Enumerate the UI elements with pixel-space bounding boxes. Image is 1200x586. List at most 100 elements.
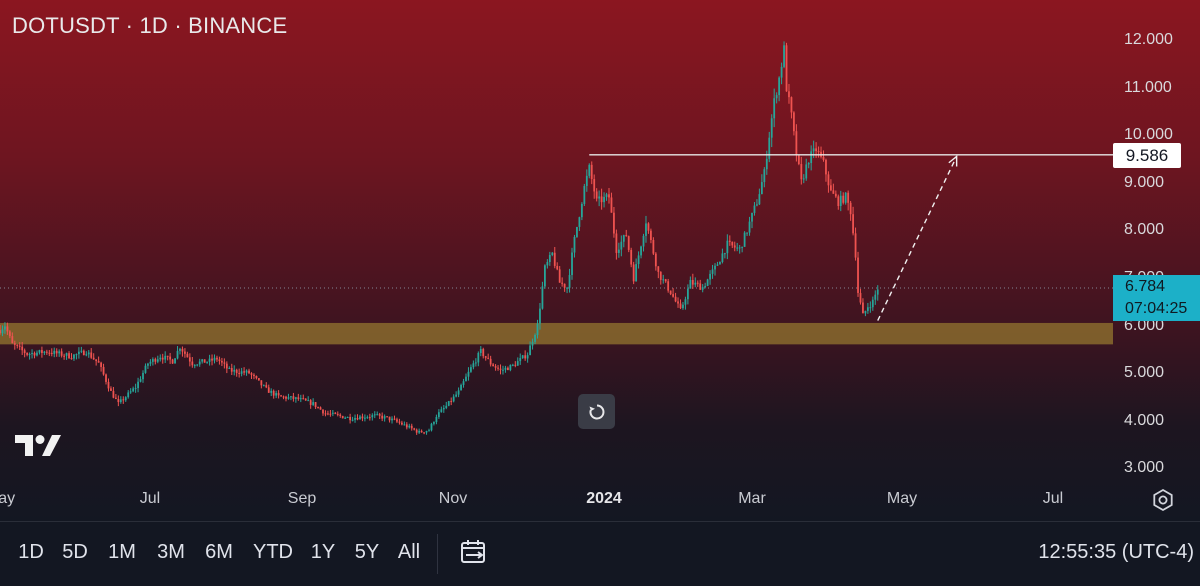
candle-body bbox=[331, 412, 334, 414]
clock-timezone[interactable]: 12:55:35 (UTC-4) bbox=[1038, 541, 1194, 563]
candle-body bbox=[462, 381, 465, 385]
candle-body bbox=[768, 137, 771, 159]
candle-body bbox=[336, 413, 339, 415]
y-tick-label: 10.000 bbox=[1124, 126, 1173, 143]
candle-body bbox=[765, 158, 768, 170]
candle-body bbox=[179, 348, 181, 351]
candle-body bbox=[731, 241, 734, 246]
candle-body bbox=[613, 212, 615, 234]
go-to-date-button[interactable] bbox=[458, 536, 490, 573]
range-1y-button[interactable]: 1Y bbox=[310, 541, 336, 563]
range-1d-button[interactable]: 1D bbox=[18, 541, 44, 563]
candle-body bbox=[869, 307, 872, 309]
candle-body bbox=[842, 195, 845, 203]
range-3m-button[interactable]: 3M bbox=[157, 541, 185, 563]
candle-body bbox=[608, 194, 610, 198]
candle-body bbox=[230, 368, 233, 372]
candle-body bbox=[21, 346, 24, 351]
candle-body bbox=[706, 279, 709, 286]
symbol-title[interactable]: DOTUSDT · 1D · BINANCE bbox=[12, 13, 288, 38]
candle-body bbox=[403, 424, 406, 426]
candle-body bbox=[652, 240, 655, 254]
candle-body bbox=[746, 232, 748, 234]
candle-body bbox=[58, 351, 61, 354]
candle-body bbox=[151, 359, 154, 362]
y-tick-label: 6.000 bbox=[1124, 317, 1165, 334]
candle-body bbox=[73, 354, 75, 359]
x-tick-label: May bbox=[886, 490, 918, 507]
candle-body bbox=[156, 359, 159, 362]
candle-body bbox=[359, 416, 361, 420]
candle-body bbox=[33, 352, 36, 356]
price-chart[interactable] bbox=[0, 0, 1200, 520]
candle-body bbox=[65, 353, 68, 356]
candle-body bbox=[864, 310, 867, 314]
candle-body bbox=[852, 214, 854, 234]
candle-body bbox=[309, 400, 312, 405]
candle-body bbox=[531, 341, 534, 346]
candle-body bbox=[736, 247, 739, 249]
candle-body bbox=[206, 361, 209, 363]
candle-body bbox=[129, 391, 132, 393]
candle-body bbox=[100, 362, 102, 367]
candle-body bbox=[844, 192, 847, 203]
current-price-label: 6.784 07:04:25 bbox=[1113, 275, 1200, 321]
y-tick-label: 12.000 bbox=[1124, 31, 1173, 48]
candle-body bbox=[193, 365, 196, 367]
candle-body bbox=[166, 355, 169, 357]
candle-body bbox=[457, 390, 460, 395]
candle-body bbox=[827, 174, 830, 186]
candle-body bbox=[221, 361, 223, 363]
candle-body bbox=[514, 364, 517, 366]
candle-body bbox=[539, 308, 541, 324]
candle-body bbox=[393, 418, 396, 420]
candle-body bbox=[650, 230, 652, 241]
candle-body bbox=[240, 371, 243, 374]
resistance-price-label: 9.586 bbox=[1113, 143, 1181, 168]
candle-body bbox=[590, 164, 593, 180]
candle-body bbox=[250, 373, 253, 375]
candle-body bbox=[751, 212, 753, 222]
candle-body bbox=[489, 358, 492, 365]
reset-chart-button[interactable] bbox=[578, 394, 615, 429]
candle-body bbox=[832, 190, 835, 194]
candle-body bbox=[68, 353, 70, 359]
chart-settings-button[interactable] bbox=[1151, 488, 1175, 517]
candle-body bbox=[31, 352, 33, 354]
candle-body bbox=[588, 164, 591, 176]
candle-body bbox=[452, 396, 455, 402]
candle-body bbox=[541, 286, 544, 309]
candle-body bbox=[314, 402, 317, 408]
candle-body bbox=[521, 355, 524, 359]
candle-body bbox=[398, 421, 401, 423]
candle-body bbox=[758, 194, 761, 205]
candle-body bbox=[413, 428, 416, 430]
candle-body bbox=[41, 350, 43, 353]
candle-body bbox=[553, 252, 556, 266]
candle-body bbox=[637, 255, 640, 265]
candle-body bbox=[334, 412, 337, 414]
range-5y-button[interactable]: 5Y bbox=[354, 541, 380, 563]
candle-body bbox=[11, 336, 14, 344]
candle-body bbox=[292, 396, 295, 399]
candle-body bbox=[430, 423, 433, 431]
chart-area[interactable]: DOTUSDT · 1D · BINANCE 12.000 11.000 10.… bbox=[0, 0, 1200, 520]
range-all-button[interactable]: All bbox=[397, 541, 421, 563]
range-ytd-button[interactable]: YTD bbox=[253, 541, 293, 563]
candle-body bbox=[119, 399, 122, 403]
candle-body bbox=[509, 364, 512, 371]
range-1m-button[interactable]: 1M bbox=[108, 541, 136, 563]
candle-body bbox=[477, 352, 480, 363]
x-tick-label: Sep bbox=[287, 490, 317, 507]
bottom-toolbar: 1D 5D 1M 3M 6M YTD 1Y 5Y All 12:55:35 (U… bbox=[0, 521, 1200, 586]
candle-body bbox=[440, 409, 443, 413]
candle-body bbox=[494, 366, 497, 368]
range-6m-button[interactable]: 6M bbox=[205, 541, 233, 563]
candle-body bbox=[82, 350, 85, 356]
range-5d-button[interactable]: 5D bbox=[62, 541, 88, 563]
candle-body bbox=[598, 196, 601, 199]
candle-body bbox=[516, 361, 519, 366]
candle-body bbox=[85, 354, 88, 356]
candle-body bbox=[428, 430, 430, 432]
candle-body bbox=[546, 262, 549, 266]
